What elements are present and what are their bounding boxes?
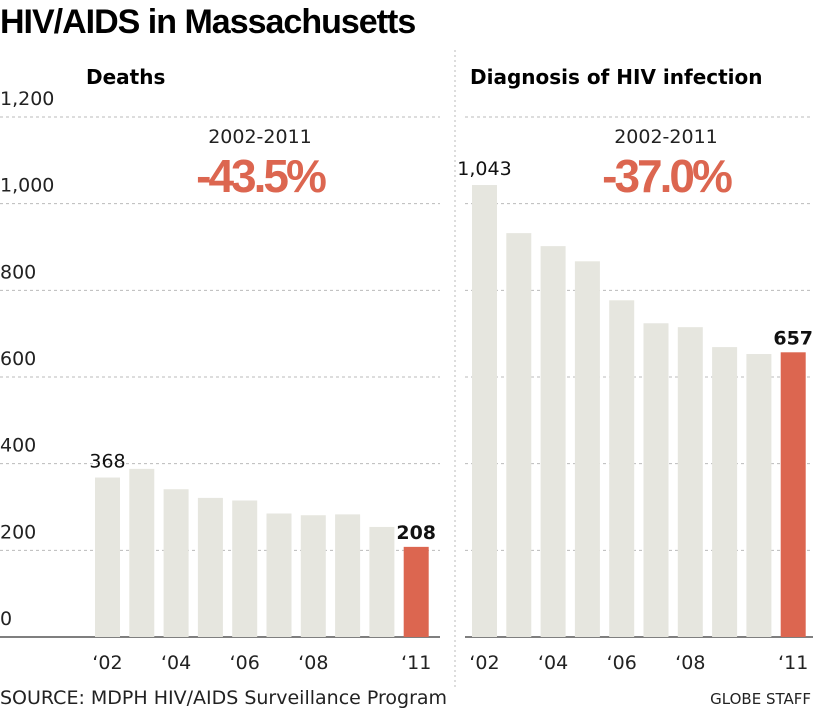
bar-2005 [574,261,600,637]
x-tick-label: ‘11 [401,652,431,674]
bar-2002 [95,477,120,637]
bar-2006 [609,300,635,637]
right-panel-title: Diagnosis of HIV infection [470,65,763,89]
bar-2007 [643,323,669,637]
bar-2006 [232,500,258,637]
first-value-label: 368 [89,451,125,473]
x-tick-label: ‘04 [538,652,568,674]
y-tick-label: 800 [0,261,36,283]
bar-2011 [780,352,806,637]
first-value-label: 1,043 [457,158,511,180]
x-tick-label: ‘02 [469,652,499,674]
bar-2005 [197,497,223,637]
credit: GLOBE STAFF [710,690,811,708]
bar-2003 [506,233,532,637]
x-tick-label: ‘06 [607,652,637,674]
bar-2009 [712,347,738,637]
last-value-label: 657 [773,327,813,349]
bar-2009 [335,514,361,637]
x-tick-label: ‘04 [161,652,191,674]
x-tick-label: ‘08 [298,652,328,674]
bar-2011 [403,546,429,637]
bar-2004 [163,489,189,637]
x-tick-label: ‘06 [230,652,260,674]
left-change-label: -43.5% [196,150,326,202]
right-change-label: -37.0% [602,150,732,202]
y-tick-label: 200 [0,521,36,543]
y-tick-label: 400 [0,435,36,457]
right-range-label: 2002-2011 [614,126,718,148]
bar-2008 [300,515,326,637]
y-tick-label: 600 [0,348,36,370]
x-tick-label: ‘02 [92,652,122,674]
y-tick-label: 1,200 [0,88,54,110]
bar-2010 [369,526,395,637]
x-tick-label: ‘08 [675,652,705,674]
left-range-label: 2002-2011 [208,126,312,148]
last-value-label: 208 [396,522,436,544]
bar-2007 [266,513,292,637]
bar-2002 [472,185,497,638]
chart-title: HIV/AIDS in Massachusetts [0,3,415,41]
y-tick-label: 0 [0,608,12,630]
x-tick-label: ‘11 [778,652,808,674]
bar-2004 [540,246,566,637]
bar-2008 [677,327,703,637]
source-note: SOURCE: MDPH HIV/AIDS Surveillance Progr… [0,687,447,709]
bar-2010 [746,354,772,637]
y-tick-label: 1,000 [0,175,54,197]
left-panel-title: Deaths [86,65,165,89]
bar-2003 [129,468,155,637]
